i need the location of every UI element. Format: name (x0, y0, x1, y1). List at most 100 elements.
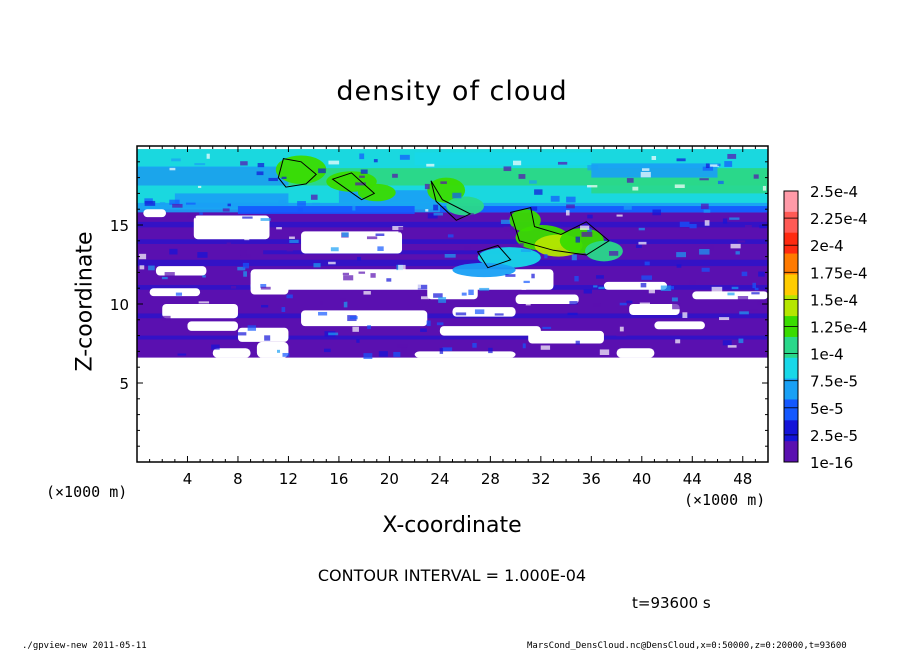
field-speck-49 (264, 335, 271, 341)
field-speck-97 (581, 231, 593, 237)
field-speck-42 (494, 313, 504, 316)
field-cloud-9 (585, 240, 623, 262)
field-speck-117 (587, 185, 598, 188)
field-speck-219 (749, 308, 759, 311)
time-label: t=93600 s (632, 594, 711, 612)
field-speck-84 (571, 254, 577, 261)
field-speck-72 (737, 240, 746, 243)
field-speck-25 (593, 285, 598, 288)
field-speck-203 (240, 254, 251, 258)
field-speck-199 (377, 246, 384, 251)
colorbar-label-10: 1e-16 (810, 454, 853, 472)
field-hole-9 (603, 281, 668, 290)
field-speck-133 (161, 276, 168, 280)
field-patch-8 (439, 206, 768, 213)
field-speck-92 (186, 202, 196, 205)
field-speck-132 (282, 352, 290, 357)
field-speck-4 (682, 312, 688, 318)
field-speck-139 (433, 212, 443, 216)
field-speck-165 (358, 271, 366, 274)
field-speck-62 (727, 153, 737, 159)
field-speck-108 (197, 252, 208, 258)
field-speck-63 (392, 173, 398, 178)
field-speck-197 (175, 292, 183, 296)
field-speck-178 (328, 332, 339, 336)
colorbar-label-8: 5e-5 (810, 400, 844, 418)
field-hole-0 (143, 209, 167, 218)
field-speck-143 (227, 203, 231, 207)
field-speck-206 (256, 171, 264, 176)
field-speck-239 (503, 226, 515, 233)
field-speck-110 (641, 168, 650, 171)
field-speck-164 (359, 153, 365, 160)
field-speck-1 (169, 199, 180, 205)
colorbar-label-1: 2.25e-4 (810, 210, 868, 228)
field-speck-111 (719, 317, 730, 321)
field-streak-2 (137, 259, 768, 267)
field-speck-129 (261, 304, 269, 308)
field-speck-158 (328, 261, 336, 265)
field-speck-11 (472, 343, 477, 348)
field-speck-45 (139, 253, 147, 260)
field-speck-230 (544, 254, 548, 259)
field-speck-71 (523, 280, 530, 284)
x-tick-label-40: 40 (632, 470, 651, 488)
field-speck-149 (566, 196, 576, 203)
field-speck-204 (326, 280, 338, 287)
field-speck-52 (531, 273, 535, 279)
colorbar-label-7: 7.5e-5 (810, 373, 858, 391)
field-speck-152 (442, 347, 453, 352)
field-speck-235 (675, 339, 681, 344)
field-edge-1 (256, 341, 289, 358)
field-streak-5 (137, 313, 768, 319)
y-tick-label-15: 15 (110, 217, 129, 235)
colorbar-swatch-12 (784, 441, 798, 463)
colorbar-swatch-1 (784, 211, 798, 234)
field-speck-35 (206, 153, 210, 159)
field-speck-157 (521, 287, 527, 290)
field-speck-125 (503, 166, 512, 172)
colorbar-swatch-2 (784, 232, 798, 255)
field-speck-234 (674, 184, 685, 188)
field-speck-46 (339, 297, 346, 302)
field-speck-40 (433, 204, 439, 211)
field-speck-247 (762, 185, 767, 191)
field-speck-127 (452, 192, 462, 199)
field-speck-242 (540, 345, 551, 350)
field-speck-233 (583, 289, 592, 294)
field-speck-198 (522, 343, 526, 349)
field-patch-5 (591, 163, 718, 178)
field-speck-83 (399, 154, 410, 160)
field-speck-154 (426, 163, 435, 167)
field-speck-28 (699, 248, 710, 255)
field-speck-15 (505, 274, 516, 277)
field-speck-33 (237, 332, 247, 336)
field-speck-65 (722, 340, 732, 346)
field-speck-105 (319, 300, 323, 306)
field-speck-126 (139, 265, 145, 270)
field-speck-175 (616, 332, 627, 337)
x-tick-label-4: 4 (183, 470, 193, 488)
field-speck-226 (705, 163, 710, 169)
field-speck-244 (297, 207, 303, 212)
field-speck-148 (240, 250, 247, 256)
field-speck-103 (468, 289, 474, 296)
field-hole-15 (187, 321, 238, 331)
field-speck-144 (565, 210, 570, 216)
field-speck-38 (599, 349, 610, 356)
field-speck-172 (557, 161, 568, 165)
field-speck-10 (375, 233, 385, 236)
field-speck-217 (500, 301, 506, 304)
field-speck-124 (363, 353, 373, 359)
field-speck-34 (466, 287, 473, 292)
colorbar-swatch-7 (784, 336, 798, 359)
chart-title: density of cloud (336, 76, 568, 107)
footer-right: MarsCond_DensCloud.nc@DensCloud,x=0:5000… (527, 641, 847, 651)
field-speck-155 (341, 232, 349, 237)
field-speck-120 (598, 286, 605, 290)
field-edge-3 (616, 348, 655, 358)
field-speck-12 (731, 286, 739, 290)
x-tick-label-12: 12 (279, 470, 298, 488)
field-speck-200 (730, 243, 741, 249)
footer-left: ./gpview-new 2011-05-11 (22, 641, 147, 651)
